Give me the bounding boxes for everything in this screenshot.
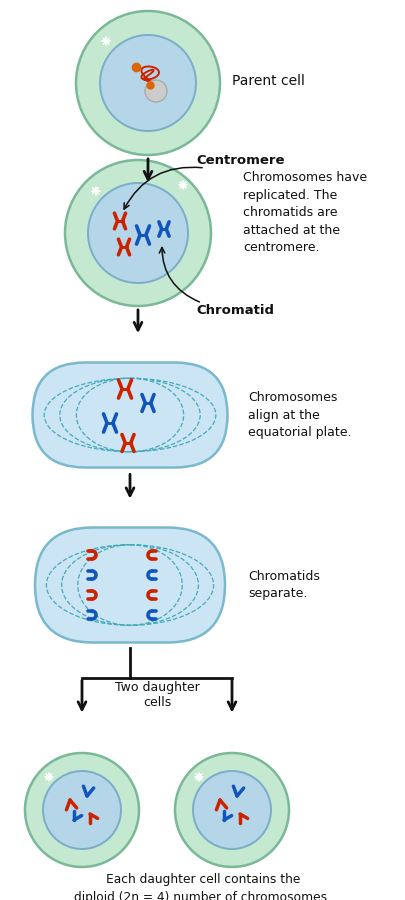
Text: Parent cell: Parent cell bbox=[231, 74, 304, 88]
Circle shape bbox=[192, 771, 270, 849]
Text: Each daughter cell contains the
diploid (2n = 4) number of chromosomes.: Each daughter cell contains the diploid … bbox=[74, 873, 331, 900]
Text: Centromere: Centromere bbox=[196, 155, 284, 167]
Text: Chromatid: Chromatid bbox=[196, 303, 273, 317]
Text: Chromosomes have
replicated. The
chromatids are
attached at the
centromere.: Chromosomes have replicated. The chromat… bbox=[243, 171, 366, 254]
Circle shape bbox=[100, 35, 196, 131]
Circle shape bbox=[88, 183, 188, 283]
Circle shape bbox=[76, 11, 220, 155]
FancyBboxPatch shape bbox=[35, 527, 224, 643]
Circle shape bbox=[175, 753, 288, 867]
Circle shape bbox=[43, 771, 121, 849]
Circle shape bbox=[145, 80, 166, 102]
Text: Two daughter
cells: Two daughter cells bbox=[114, 680, 199, 709]
Circle shape bbox=[65, 160, 211, 306]
FancyBboxPatch shape bbox=[32, 363, 227, 467]
Text: Chromatids
separate.: Chromatids separate. bbox=[247, 570, 319, 600]
Circle shape bbox=[25, 753, 139, 867]
Text: Chromosomes
align at the
equatorial plate.: Chromosomes align at the equatorial plat… bbox=[247, 391, 351, 439]
